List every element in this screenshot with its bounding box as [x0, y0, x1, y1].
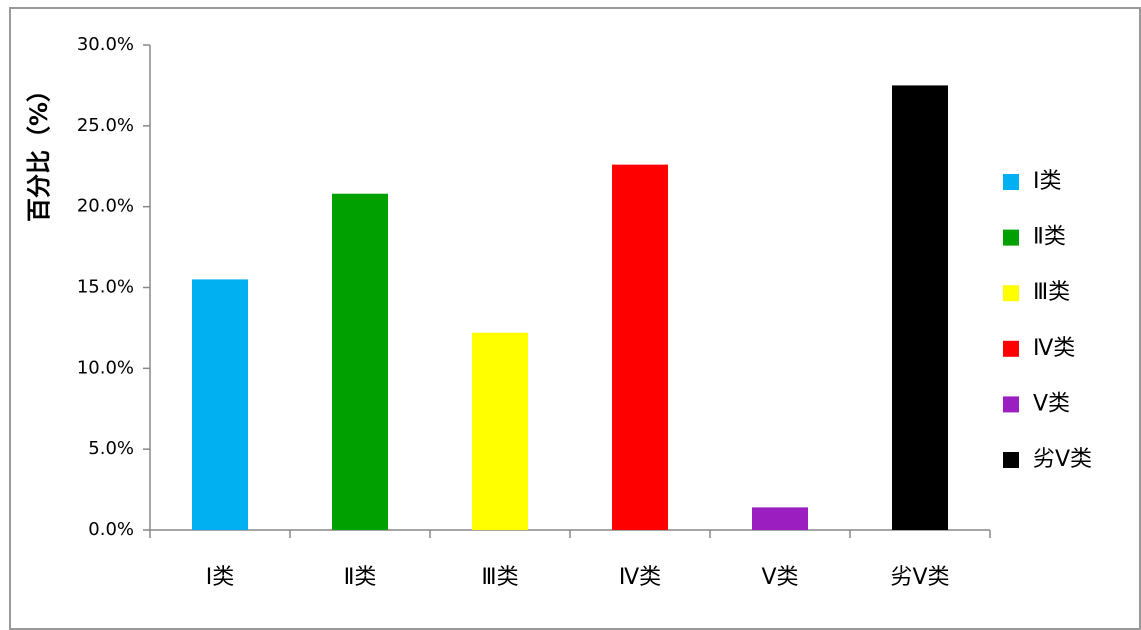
x-tick-label: Ⅴ类 [761, 565, 798, 590]
y-tick-label: 15.0% [77, 277, 134, 298]
legend-swatch [1003, 229, 1019, 246]
legend-label: Ⅴ类 [1033, 391, 1070, 416]
legend-swatch [1003, 285, 1019, 302]
y-tick-label: 10.0% [77, 357, 134, 378]
y-tick-label: 30.0% [77, 34, 134, 55]
y-axis-title: 百分比（%） [25, 78, 53, 222]
chart-frame [9, 7, 1141, 630]
x-tick-label: Ⅰ类 [206, 565, 235, 590]
bar [892, 85, 948, 531]
bar [332, 193, 388, 530]
legend-label: 劣Ⅴ类 [1033, 447, 1092, 472]
legend-label: Ⅲ类 [1033, 280, 1070, 305]
x-tick-label: Ⅲ类 [481, 565, 518, 590]
y-tick-label: 5.0% [88, 438, 134, 459]
legend-label: Ⅰ类 [1033, 169, 1062, 194]
bar [192, 279, 248, 530]
y-tick-label: 25.0% [77, 115, 134, 136]
legend-label: Ⅱ类 [1033, 225, 1066, 250]
legend-label: Ⅳ类 [1033, 336, 1075, 361]
y-tick-label: 20.0% [77, 196, 134, 217]
legend-swatch [1003, 174, 1019, 190]
y-tick-label: 0.0% [88, 519, 134, 540]
legend-swatch [1003, 396, 1019, 413]
x-tick-label: Ⅱ类 [344, 565, 377, 590]
legend-swatch [1003, 452, 1019, 468]
x-tick-label: 劣Ⅴ类 [890, 565, 949, 590]
bar [752, 507, 808, 530]
bar [612, 164, 668, 530]
bar [472, 332, 528, 530]
x-tick-label: Ⅳ类 [619, 565, 661, 590]
legend-swatch [1003, 340, 1019, 357]
